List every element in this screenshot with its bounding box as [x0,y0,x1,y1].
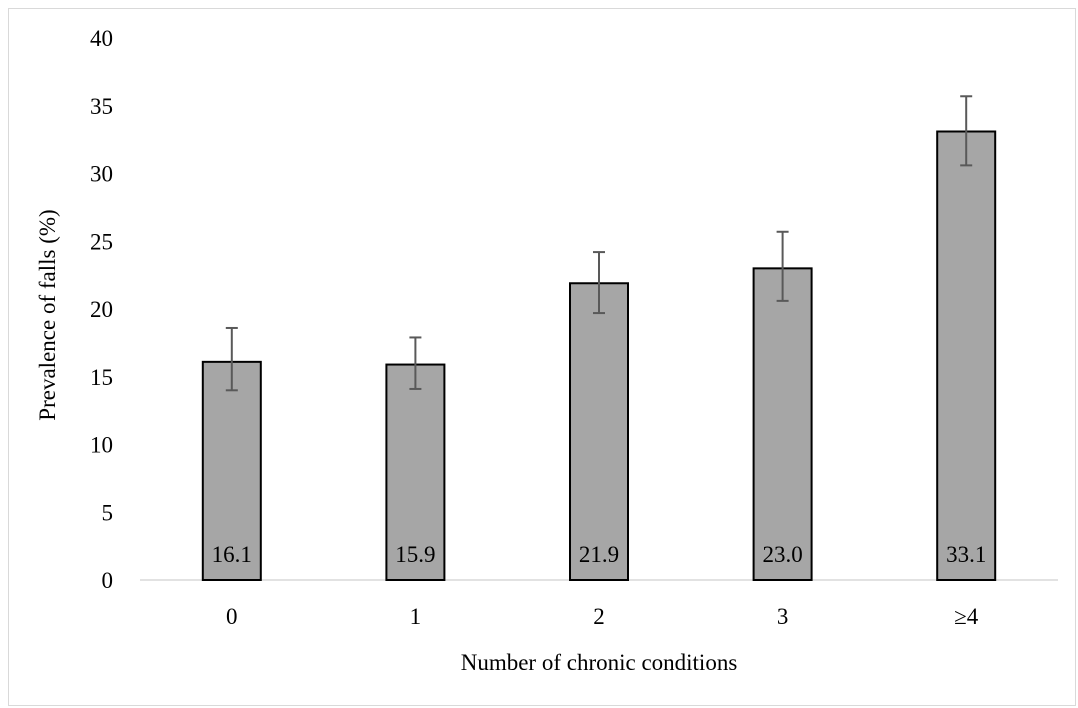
x-axis-title: Number of chronic conditions [461,650,738,675]
data-label: 23.0 [762,542,802,567]
y-tick-label: 40 [90,26,113,51]
bar [936,130,997,581]
x-axis-ticks: 0 1 2 3 ≥4 [226,604,979,629]
y-tick-label: 5 [102,500,114,525]
bar [569,282,629,581]
x-tick-label: 2 [593,604,605,629]
chart-frame [8,8,1076,706]
y-tick-label: 20 [90,297,113,322]
value-labels: 16.1 15.9 21.9 23.0 33.1 [212,542,987,567]
y-axis-ticks: 0 5 10 15 20 25 30 35 40 [90,26,113,593]
y-tick-label: 35 [90,94,113,119]
x-tick-label: 3 [777,604,789,629]
y-tick-label: 10 [90,433,113,458]
x-tick-label: 0 [226,604,238,629]
y-tick-label: 0 [102,568,114,593]
bars [201,130,997,581]
bar [752,267,813,581]
y-tick-label: 30 [90,162,113,187]
error-bars [225,95,973,392]
bar [201,360,262,581]
x-tick-label: ≥4 [954,604,979,629]
y-axis-title: Prevalence of falls (%) [35,209,60,420]
data-label: 21.9 [579,542,619,567]
x-tick-label: 1 [410,604,422,629]
y-tick-label: 15 [90,365,113,390]
data-label: 16.1 [212,542,252,567]
data-label: 33.1 [946,542,986,567]
data-label: 15.9 [395,542,435,567]
y-tick-label: 25 [90,229,113,254]
